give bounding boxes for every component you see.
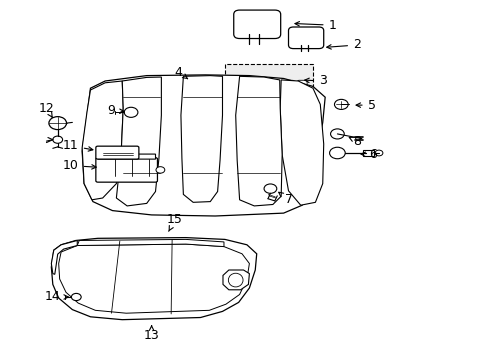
Circle shape (53, 136, 62, 143)
Text: 2: 2 (326, 39, 360, 51)
Text: 9: 9 (107, 104, 124, 117)
FancyBboxPatch shape (297, 80, 306, 97)
FancyBboxPatch shape (233, 10, 280, 39)
Text: 1: 1 (294, 19, 336, 32)
FancyBboxPatch shape (257, 80, 266, 97)
Text: 5: 5 (355, 99, 375, 112)
Text: 15: 15 (167, 213, 183, 231)
Polygon shape (280, 80, 323, 205)
Text: 14: 14 (45, 291, 68, 303)
Polygon shape (77, 239, 224, 247)
Circle shape (330, 129, 344, 139)
Text: 10: 10 (63, 159, 96, 172)
Circle shape (329, 147, 345, 159)
Polygon shape (235, 76, 282, 206)
Polygon shape (181, 76, 222, 202)
Circle shape (49, 117, 66, 130)
Text: 4: 4 (174, 66, 187, 79)
Polygon shape (82, 75, 325, 216)
Text: 12: 12 (39, 102, 54, 117)
Bar (224, 64, 312, 100)
Polygon shape (223, 270, 249, 290)
Circle shape (71, 293, 81, 301)
FancyBboxPatch shape (96, 158, 157, 182)
Text: 7: 7 (278, 192, 292, 206)
FancyBboxPatch shape (288, 27, 323, 49)
Circle shape (156, 167, 164, 173)
Circle shape (124, 107, 138, 117)
Polygon shape (98, 154, 155, 159)
FancyBboxPatch shape (244, 80, 254, 97)
Polygon shape (51, 240, 77, 274)
Bar (362, 150, 373, 156)
Text: 3: 3 (304, 75, 326, 87)
FancyBboxPatch shape (270, 80, 280, 97)
FancyBboxPatch shape (232, 80, 242, 97)
Polygon shape (51, 238, 256, 320)
Text: 13: 13 (143, 326, 159, 342)
Polygon shape (116, 77, 161, 206)
FancyBboxPatch shape (284, 80, 294, 97)
Text: 8: 8 (348, 135, 360, 148)
Circle shape (374, 150, 382, 156)
Text: 6: 6 (360, 148, 376, 161)
Circle shape (264, 184, 276, 193)
FancyBboxPatch shape (96, 146, 139, 159)
Text: 11: 11 (63, 139, 93, 152)
Circle shape (334, 99, 347, 109)
Polygon shape (82, 81, 123, 200)
